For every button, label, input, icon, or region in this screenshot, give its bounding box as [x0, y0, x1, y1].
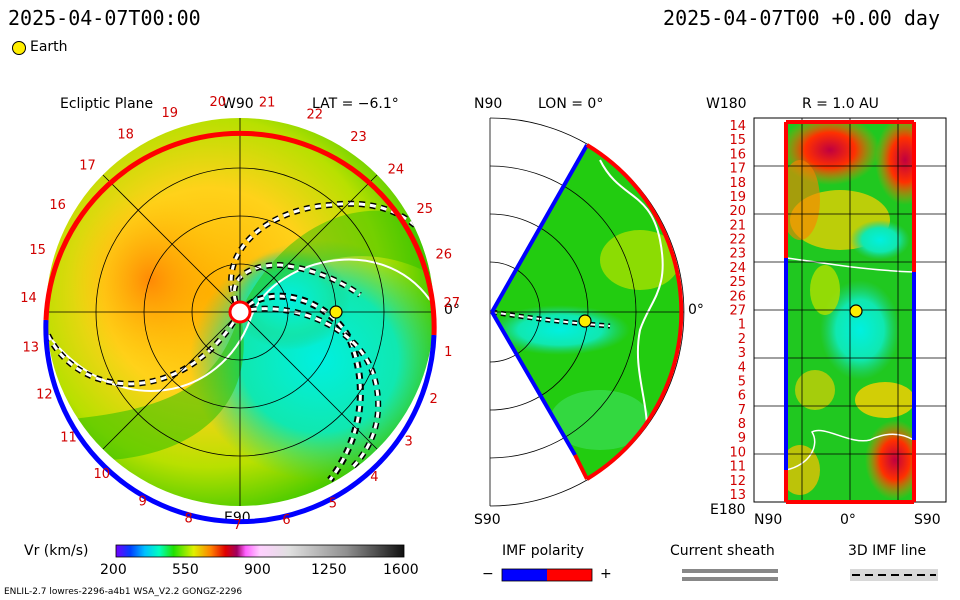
radial-y-number: 6 [738, 389, 746, 404]
carrington-number: 2 [430, 392, 438, 407]
earth-legend-icon [12, 41, 26, 55]
radial-y-number: 1 [738, 318, 746, 333]
carrington-number: 21 [259, 96, 276, 111]
carrington-number: 20 [210, 95, 227, 110]
carrington-number: 8 [185, 512, 193, 527]
colorbar-tick-200: 200 [100, 562, 127, 578]
radial-y-number: 10 [729, 445, 746, 460]
imf-line-label: 3D IMF line [848, 543, 927, 559]
radial-y-number: 25 [729, 275, 746, 290]
imf-polarity-title: IMF polarity [502, 543, 585, 559]
radial-y-number: 9 [738, 431, 746, 446]
footer-model-info: ENLIL-2.7 lowres-2296-a4b1 WSA_V2.2 GONG… [4, 587, 243, 597]
radial-y-number: 23 [729, 247, 746, 262]
carrington-number: 12 [36, 388, 53, 403]
carrington-number: 18 [117, 128, 134, 143]
radial-y-number: 8 [738, 417, 746, 432]
radial-y-number: 15 [729, 133, 746, 148]
radial-y-number: 11 [729, 460, 746, 475]
carrington-number: 9 [139, 494, 147, 509]
ecliptic-right-label: 0° [444, 302, 460, 318]
carrington-number: 11 [60, 431, 77, 446]
radial-y-number: 27 [729, 304, 746, 319]
radial-top-left: W180 [706, 96, 747, 112]
carrington-number: 13 [23, 340, 40, 355]
radial-y-number: 16 [729, 147, 746, 162]
radial-y-number: 5 [738, 375, 746, 390]
meridional-lon-label: LON = 0° [538, 96, 604, 112]
imf-polarity-minus: − [482, 566, 494, 582]
radial-y-number: 20 [729, 204, 746, 219]
radial-y-number: 26 [729, 289, 746, 304]
radial-y-number: 14 [729, 119, 746, 134]
imf-polarity-plus: + [600, 566, 612, 582]
earth-legend-label: Earth [30, 39, 68, 55]
current-sheath-label: Current sheath [670, 543, 775, 559]
carrington-number: 26 [436, 248, 453, 263]
meridional-right-label: 0° [688, 302, 704, 318]
carrington-number: 22 [307, 108, 324, 123]
ecliptic-lat-label: LAT = −6.1° [312, 96, 399, 112]
colorbar-tick-550: 550 [172, 562, 199, 578]
meridional-earth-marker [578, 314, 592, 328]
radial-x-label-n90: N90 [754, 512, 783, 528]
carrington-number: 19 [162, 106, 179, 121]
carrington-number: 3 [404, 435, 412, 450]
carrington-number: 6 [282, 513, 290, 528]
radial-bottom-left: E180 [710, 502, 746, 518]
radial-panel: 1415161718192021222324252627123456789101… [729, 117, 947, 504]
carrington-number: 16 [49, 198, 66, 213]
meridional-top-label: N90 [474, 96, 503, 112]
carrington-number: 17 [79, 159, 96, 174]
ecliptic-plane-panel: 20 21222324252627123456789101112131415161… [20, 95, 460, 533]
current-sheath-symbol [682, 569, 778, 581]
radial-y-number: 21 [729, 218, 746, 233]
radial-y-number: 4 [738, 360, 746, 375]
ecliptic-earth-marker [329, 305, 343, 319]
colorbar-tick-1250: 1250 [311, 562, 347, 578]
radial-y-number: 2 [738, 332, 746, 347]
radial-y-number: 12 [729, 474, 746, 489]
carrington-number: 15 [29, 243, 46, 258]
radial-y-number: 22 [729, 233, 746, 248]
header-left-time: 2025-04-07T00:00 [8, 6, 201, 30]
radial-y-number: 17 [729, 162, 746, 177]
imf-polarity-bar [501, 568, 593, 582]
radial-y-number: 19 [729, 190, 746, 205]
ecliptic-title: Ecliptic Plane [60, 96, 154, 112]
colorbar-tick-1600: 1600 [383, 562, 419, 578]
imf-line-symbol [850, 569, 938, 581]
meridional-bottom-label: S90 [474, 512, 501, 528]
radial-y-number: 18 [729, 176, 746, 191]
colorbar [115, 544, 405, 558]
radial-y-number: 3 [738, 346, 746, 361]
carrington-number: 23 [350, 130, 367, 145]
carrington-number: 24 [388, 162, 405, 177]
carrington-number: 14 [20, 291, 37, 306]
carrington-number: 10 [94, 467, 111, 482]
meridional-plane-panel [489, 117, 685, 507]
carrington-number: 7 [233, 518, 241, 533]
radial-y-number: 13 [729, 488, 746, 503]
radial-x-label-0: 0° [840, 512, 856, 528]
carrington-number: 27 [444, 296, 461, 311]
carrington-number: 4 [370, 470, 378, 485]
radial-y-number: 7 [738, 403, 746, 418]
radial-x-label-s90: S90 [914, 512, 941, 528]
carrington-number: 5 [329, 497, 337, 512]
carrington-number: 25 [417, 202, 434, 217]
radial-title: R = 1.0 AU [802, 96, 879, 112]
radial-earth-marker [849, 304, 863, 318]
carrington-number: 1 [444, 345, 452, 360]
radial-y-number: 24 [729, 261, 746, 276]
ecliptic-top-label: W90 [222, 96, 254, 112]
colorbar-tick-900: 900 [244, 562, 271, 578]
header-right-time: 2025-04-07T00 +0.00 day [663, 6, 940, 30]
colorbar-label: Vr (km/s) [24, 543, 89, 559]
